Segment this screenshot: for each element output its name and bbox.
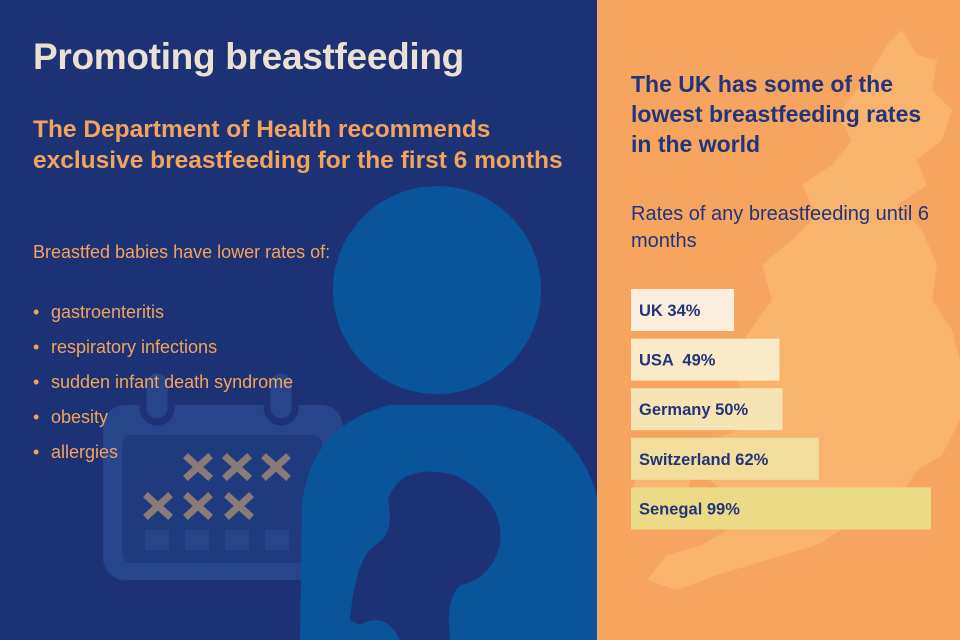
mother-baby-icon (300, 186, 597, 640)
bar-switzerland (631, 437, 819, 480)
left-panel: Promoting breastfeeding The Department o… (0, 0, 597, 640)
bar-label-uk: UK 34% (639, 302, 701, 320)
list-item: • sudden infant death syndrome (33, 372, 294, 392)
bar-senegal (631, 487, 931, 530)
bar-uk (631, 289, 735, 331)
benefit-label: gastroenteritis (51, 302, 165, 322)
benefit-label: allergies (51, 442, 119, 462)
benefits-intro: Breastfed babies have lower rates of: (33, 242, 331, 262)
benefit-label: sudden infant death syndrome (51, 372, 294, 392)
right-heading: The UK has some of the lowest breastfeed… (631, 71, 922, 157)
bar-label-senegal: Senegal 99% (639, 500, 740, 518)
calendar-icon (103, 366, 343, 580)
subtitle: The Department of Health recommends excl… (33, 116, 563, 174)
chart-title: Rates of any breastfeeding until 6 month… (631, 203, 929, 252)
list-item: • gastroenteritis (33, 302, 165, 322)
right-panel: The UK has some of the lowest breastfeed… (597, 0, 960, 640)
benefit-label: obesity (51, 407, 109, 427)
list-item: • allergies (33, 442, 119, 462)
bar-label-germany: Germany 50% (639, 401, 748, 419)
page-title: Promoting breastfeeding (33, 36, 464, 77)
benefit-label: respiratory infections (51, 337, 218, 357)
bar-usa (631, 338, 780, 381)
illustration (103, 186, 597, 640)
list-item: • respiratory infections (33, 337, 218, 357)
bar-label-switzerland: Switzerland 62% (639, 451, 769, 469)
bar-germany (631, 388, 783, 431)
benefits-list: • gastroenteritis • respiratory infections… (33, 300, 293, 475)
bar-chart: UK 34% USA 49% Germany 50% Switzerland 62% S… (631, 289, 931, 530)
bar-label-usa: USA 49% (639, 352, 716, 370)
list-item: • obesity (33, 407, 109, 427)
